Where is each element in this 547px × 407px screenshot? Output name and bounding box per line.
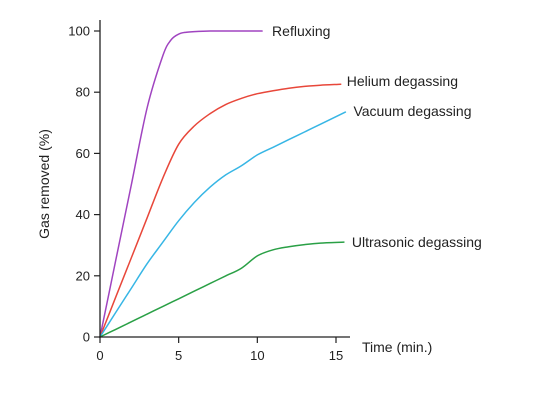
series-label-helium-degassing: Helium degassing	[347, 73, 458, 89]
series-label-ultrasonic-degassing: Ultrasonic degassing	[352, 234, 482, 250]
series-layer	[99, 30, 347, 338]
y-tick-label: 60	[76, 146, 90, 161]
series-line-vacuum-degassing	[99, 111, 347, 338]
y-tick-label: 0	[83, 330, 90, 345]
series-line-helium-degassing	[99, 83, 342, 338]
series-label-vacuum-degassing: Vacuum degassing	[353, 103, 471, 119]
y-tick-label: 80	[76, 85, 90, 100]
y-tick-label: 100	[68, 24, 90, 39]
series-label-refluxing: Refluxing	[272, 23, 330, 39]
y-tick-label: 20	[76, 268, 90, 283]
y-tick-label: 40	[76, 207, 90, 222]
x-tick-label: 5	[175, 348, 182, 363]
x-axis-title: Time (min.)	[362, 339, 432, 355]
y-axis-title: Gas removed (%)	[36, 129, 52, 239]
axes: 0 20 40 60 80 100 0 5 10 15 Time (min.) Gas removed…	[36, 20, 432, 363]
series-line-ultrasonic-degassing	[99, 241, 345, 338]
x-tick-label: 0	[96, 348, 103, 363]
x-tick-label: 15	[329, 348, 343, 363]
series-line-refluxing	[99, 30, 263, 338]
x-tick-label: 10	[250, 348, 264, 363]
labels: Refluxing Helium degassing Vacuum degassin…	[272, 23, 482, 250]
